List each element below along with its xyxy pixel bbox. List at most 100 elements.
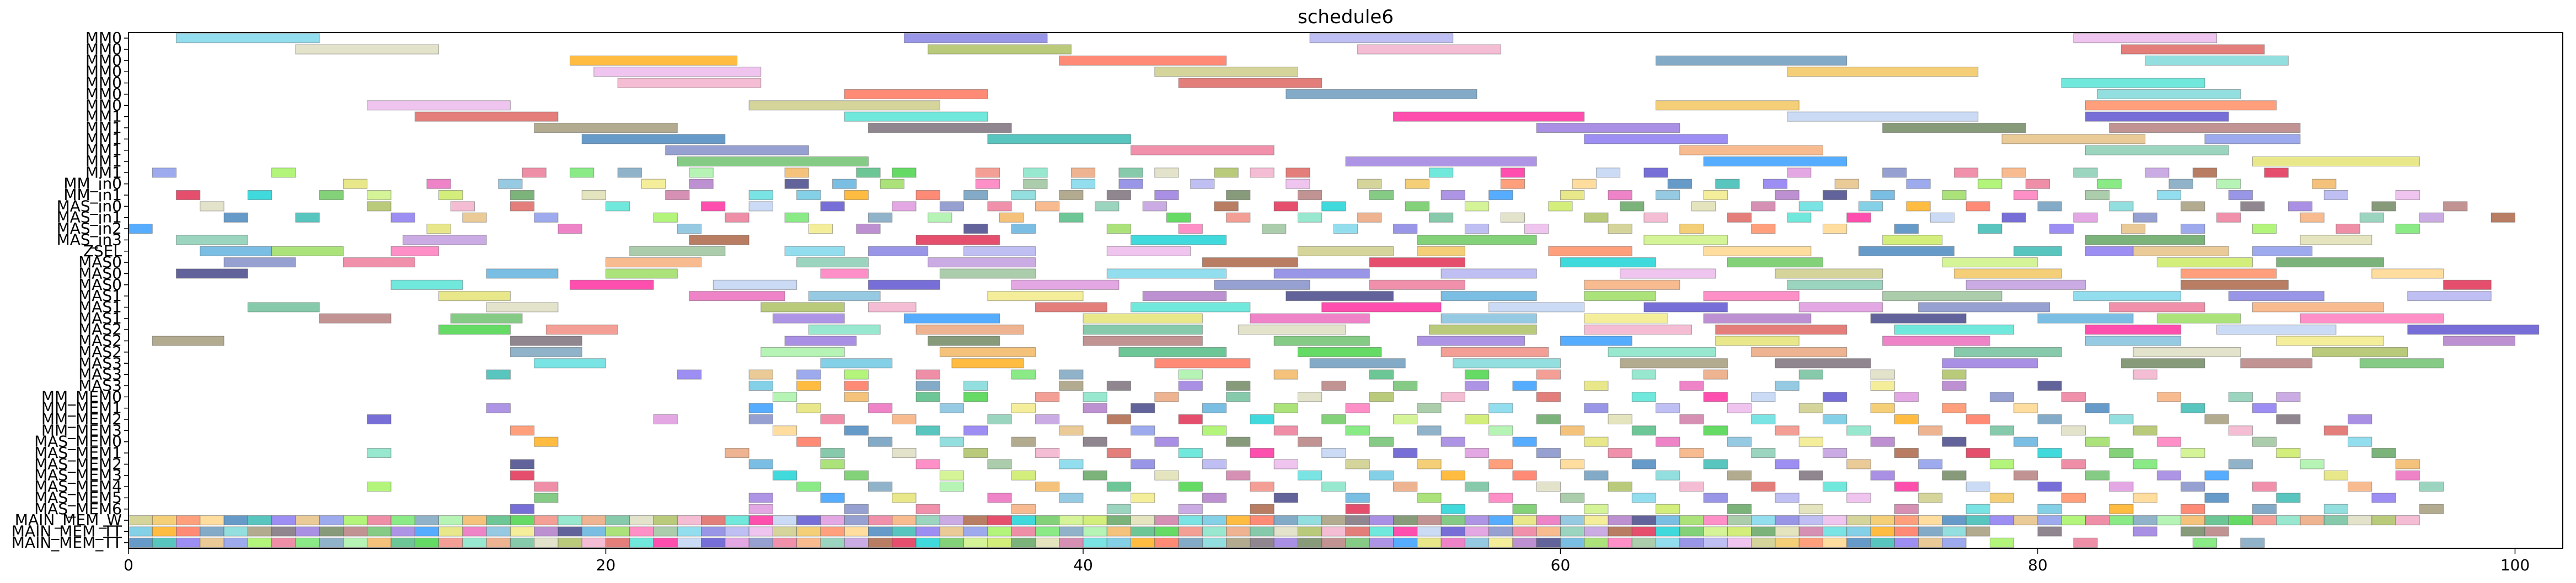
task-bar (510, 190, 535, 201)
task-bar (2037, 504, 2062, 514)
task-bar (772, 470, 797, 481)
task-bar (2001, 134, 2146, 144)
task-bar (2395, 515, 2420, 526)
task-bar (2109, 448, 2134, 458)
task-bar (1989, 425, 2015, 436)
task-bar (1870, 470, 1895, 481)
task-bar (1083, 313, 1203, 323)
task-bar (2181, 224, 2205, 234)
task-bar (1870, 190, 1895, 201)
task-bar (152, 168, 177, 178)
task-bar (2443, 279, 2492, 290)
task-bar (1464, 515, 1490, 526)
task-bar (1870, 313, 1967, 323)
task-bar (1035, 201, 1060, 212)
y-tick-label: MAS3 (78, 365, 122, 384)
task-bar (1011, 436, 1036, 447)
task-bar (1226, 537, 1251, 548)
task-bar (1059, 515, 1084, 526)
task-bar (2419, 504, 2444, 514)
task-bar (1417, 246, 1465, 256)
task-bar (2013, 436, 2038, 447)
y-tick-label: MM_in0 (63, 175, 122, 193)
task-bar (1131, 302, 1251, 312)
task-bar (939, 482, 965, 492)
task-bar (1822, 414, 1847, 425)
task-bar (1703, 156, 1847, 167)
task-bar (1393, 380, 1418, 391)
task-bar (152, 537, 177, 548)
task-bar (1787, 168, 1812, 178)
task-bar (1226, 190, 1251, 201)
task-bar (1011, 504, 1036, 514)
task-bar (1703, 526, 1728, 537)
task-bar (1393, 515, 1418, 526)
task-bar (1954, 347, 2062, 357)
task-bar (295, 537, 320, 548)
task-bar (1131, 459, 1155, 469)
task-bar (1775, 515, 1800, 526)
task-bar (915, 190, 940, 201)
task-bar (892, 493, 917, 503)
task-bar (987, 134, 1132, 144)
task-bar (1906, 179, 1931, 189)
task-bar (1989, 392, 2015, 402)
task-bar (748, 414, 773, 425)
y-tick-label: MAS_MEM1 (34, 444, 122, 462)
task-bar (784, 246, 845, 256)
task-bar (128, 526, 153, 537)
task-bar (963, 448, 988, 458)
task-bar (1894, 537, 1919, 548)
task-bar (1584, 325, 1692, 335)
task-bar (1715, 336, 1800, 346)
task-bar (868, 279, 940, 290)
task-bar (629, 526, 654, 537)
task-bar (1321, 448, 1346, 458)
task-bar (176, 526, 201, 537)
task-bar (987, 493, 1012, 503)
task-bar (1262, 224, 1287, 234)
task-bar (1584, 436, 1609, 447)
task-bar (1011, 537, 1036, 548)
task-bar (796, 482, 821, 492)
y-tick-label: MM0 (85, 85, 122, 103)
task-bar (1273, 403, 1298, 413)
task-bar (1297, 392, 1322, 402)
task-bar (271, 537, 296, 548)
task-bar (796, 537, 821, 548)
task-bar (1321, 302, 1442, 312)
task-bar (617, 78, 762, 88)
task-bar (1679, 145, 1823, 155)
task-bar (868, 515, 893, 526)
task-bar (1273, 336, 1370, 346)
task-bar (319, 537, 344, 548)
task-bar (951, 358, 1024, 369)
task-bar (2037, 380, 2062, 391)
task-bar (2013, 403, 2038, 413)
task-bar (1882, 336, 1990, 346)
task-bar (2085, 235, 2205, 245)
task-bar (534, 212, 559, 223)
task-bar (892, 537, 917, 548)
task-bar (820, 526, 845, 537)
task-bar (701, 526, 726, 537)
task-bar (1440, 313, 1537, 323)
task-bar (510, 470, 535, 481)
task-bar (844, 504, 869, 514)
task-bar (1656, 436, 1680, 447)
x-tick-label: 40 (1073, 556, 1093, 574)
task-bar (319, 515, 344, 526)
task-bar (2323, 515, 2349, 526)
task-bar (2395, 459, 2420, 469)
task-bar (1751, 515, 1776, 526)
task-bar (832, 179, 857, 189)
task-bar (342, 179, 368, 189)
task-bar (1536, 515, 1561, 526)
task-bar (1727, 212, 1752, 223)
task-bar (1560, 425, 1585, 436)
task-bar (915, 504, 940, 514)
task-bar (2204, 414, 2229, 425)
task-bar (1954, 168, 1979, 178)
y-tick-label: MAS3 (78, 376, 122, 395)
task-bar (2037, 526, 2062, 537)
